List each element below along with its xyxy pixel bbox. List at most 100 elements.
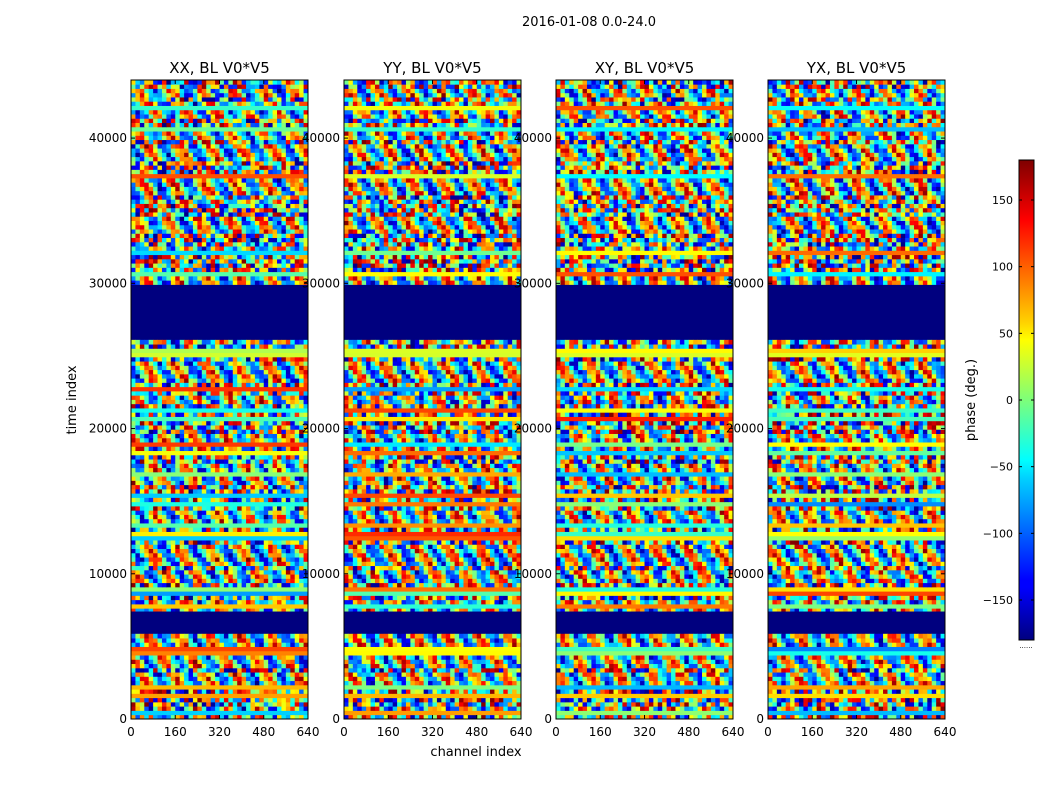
- heatmap-cell: [188, 484, 194, 490]
- heatmap-cell: [192, 514, 198, 520]
- heatmap-cell: [263, 229, 269, 234]
- heatmap-cell: [175, 190, 181, 196]
- heatmap-cell: [131, 344, 136, 349]
- heatmap-cell: [144, 254, 150, 260]
- heatmap-cell: [228, 84, 234, 89]
- heatmap-cell: [166, 433, 172, 439]
- heatmap-cell: [414, 706, 420, 711]
- heatmap-cell: [263, 186, 269, 192]
- heatmap-cell: [272, 275, 278, 281]
- heatmap-cell: [215, 540, 220, 545]
- heatmap-cell: [161, 633, 167, 639]
- heatmap-cell: [476, 608, 482, 613]
- heatmap-cell: [144, 599, 150, 605]
- heatmap-cell: [161, 680, 167, 686]
- heatmap-cell: [175, 544, 181, 549]
- heatmap-cell: [210, 241, 216, 247]
- heatmap-cell: [277, 361, 282, 366]
- heatmap-cell: [201, 655, 207, 660]
- heatmap-cell: [472, 608, 478, 613]
- heatmap-cell: [237, 258, 243, 264]
- heatmap-cell: [135, 642, 141, 647]
- heatmap-cell: [161, 429, 167, 434]
- heatmap-cell: [285, 233, 291, 239]
- heatmap-cell: [157, 92, 163, 98]
- heatmap-cell: [148, 195, 154, 200]
- heatmap-cell: [157, 540, 163, 545]
- heatmap-cell: [215, 143, 220, 149]
- heatmap-cell: [219, 676, 225, 682]
- heatmap-cell: [161, 638, 167, 643]
- heatmap-cell: [241, 574, 247, 579]
- heatmap-cell: [139, 582, 145, 588]
- heatmap-cell: [259, 557, 265, 562]
- heatmap-cell: [388, 633, 394, 639]
- heatmap-cell: [192, 706, 198, 711]
- heatmap-cell: [153, 382, 158, 388]
- heatmap-cell: [170, 118, 176, 123]
- heatmap-cell: [170, 114, 176, 119]
- heatmap-cell: [254, 680, 260, 686]
- heatmap-cell: [228, 207, 234, 213]
- heatmap-cell: [184, 216, 189, 221]
- heatmap-cell: [148, 373, 154, 379]
- heatmap-cell: [294, 484, 300, 490]
- heatmap-cell: [259, 118, 265, 123]
- heatmap-cell: [232, 229, 238, 234]
- heatmap-cell: [254, 676, 260, 682]
- heatmap-cell: [192, 258, 198, 264]
- heatmap-cell: [157, 182, 163, 187]
- heatmap-cell: [153, 263, 158, 268]
- heatmap-cell: [144, 548, 150, 554]
- heatmap-cell: [157, 608, 163, 613]
- heatmap-cell: [303, 506, 309, 511]
- heatmap-cell: [472, 663, 478, 669]
- heatmap-cell: [139, 527, 145, 532]
- heatmap-cell: [344, 697, 349, 703]
- heatmap-cell: [139, 177, 145, 183]
- heatmap-cell: [281, 599, 287, 605]
- heatmap-cell: [241, 356, 247, 362]
- heatmap-cell: [215, 203, 220, 209]
- heatmap-cell: [246, 369, 251, 375]
- heatmap-cell: [215, 390, 220, 396]
- heatmap-cell: [241, 672, 247, 677]
- heatmap-cell: [179, 182, 185, 187]
- heatmap-cell: [294, 101, 300, 106]
- heatmap-cell: [188, 143, 194, 149]
- heatmap-cell: [153, 373, 158, 379]
- heatmap-cell: [201, 659, 207, 665]
- heatmap-cell: [246, 540, 251, 545]
- heatmap-cell: [228, 241, 234, 247]
- heatmap-cell: [428, 689, 433, 694]
- heatmap-cell: [219, 514, 225, 520]
- heatmap-cell: [219, 714, 225, 720]
- heatmap-cell: [294, 122, 300, 128]
- heatmap-cell: [215, 122, 220, 128]
- heatmap-cell: [153, 378, 158, 383]
- heatmap-cell: [219, 667, 225, 673]
- heatmap-cell: [285, 258, 291, 264]
- heatmap-cell: [197, 561, 203, 567]
- heatmap-cell: [153, 131, 158, 136]
- heatmap-cell: [206, 514, 212, 520]
- heatmap-cell: [179, 714, 185, 720]
- heatmap-cell: [188, 378, 194, 383]
- heatmap-cell: [228, 356, 234, 362]
- heatmap-row: [131, 126, 308, 132]
- heatmap-cell: [299, 578, 304, 584]
- heatmap-cell: [246, 608, 251, 613]
- heatmap-cell: [294, 139, 300, 145]
- heatmap-cell: [210, 182, 216, 187]
- heatmap-cell: [179, 152, 185, 158]
- heatmap-cell: [246, 177, 251, 183]
- heatmap-cell: [184, 148, 189, 153]
- heatmap-cell: [188, 216, 194, 221]
- heatmap-cell: [272, 229, 278, 234]
- heatmap-cell: [201, 165, 207, 170]
- heatmap-cell: [153, 160, 158, 166]
- heatmap-cell: [206, 680, 212, 686]
- heatmap-cell: [281, 680, 287, 686]
- heatmap-cell: [241, 595, 247, 601]
- heatmap-cell: [254, 642, 260, 647]
